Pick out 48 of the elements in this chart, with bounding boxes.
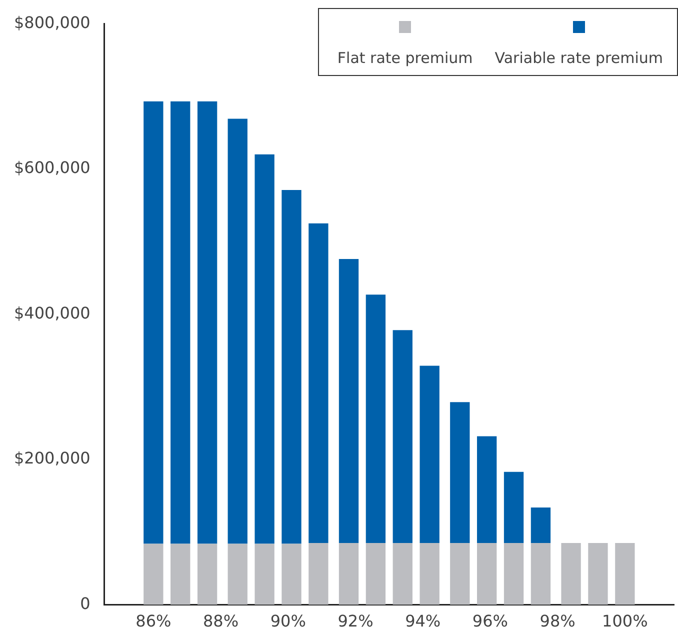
bar — [530, 507, 551, 544]
x-tick-label: 100% — [602, 612, 648, 631]
bar — [588, 543, 608, 605]
bar — [170, 101, 190, 544]
bar — [420, 366, 440, 544]
bar — [561, 543, 581, 605]
bar — [477, 436, 497, 544]
bar — [228, 118, 248, 544]
bar — [366, 294, 386, 544]
legend-label: Flat rate premium — [337, 49, 473, 67]
bar — [254, 544, 274, 605]
bar — [282, 190, 302, 544]
bar — [170, 544, 190, 605]
y-tick-label: $200,000 — [14, 448, 90, 468]
legend-label: Variable rate premium — [494, 49, 663, 67]
bar — [282, 544, 302, 605]
y-tick-label: $800,000 — [14, 12, 90, 32]
y-tick-label: $400,000 — [14, 303, 90, 322]
bar — [450, 543, 470, 605]
x-tick-label: 94% — [405, 612, 441, 631]
x-tick-label: 88% — [202, 612, 239, 631]
bar — [615, 543, 635, 605]
bar — [197, 101, 218, 544]
bar — [504, 543, 524, 605]
bar — [420, 543, 440, 605]
bar — [338, 543, 359, 605]
bar — [144, 544, 164, 605]
bar — [254, 154, 274, 544]
x-tick-label: 86% — [136, 612, 172, 631]
bar — [308, 543, 328, 605]
bar — [197, 544, 218, 605]
x-tick-label: 98% — [540, 612, 576, 631]
bar — [308, 223, 328, 544]
bar — [144, 101, 164, 544]
bar — [477, 543, 497, 605]
bar — [338, 258, 359, 544]
y-tick-label: 0 — [80, 594, 90, 613]
x-tick-label: 96% — [472, 612, 508, 631]
bar — [392, 330, 412, 544]
bar — [504, 472, 524, 544]
y-tick-label: $600,000 — [14, 158, 90, 178]
bar — [530, 543, 551, 605]
bar — [450, 402, 470, 544]
bar — [228, 544, 248, 605]
bar — [392, 543, 412, 605]
x-tick-label: 90% — [270, 612, 306, 631]
bar — [366, 543, 386, 605]
x-tick-label: 92% — [338, 612, 374, 631]
